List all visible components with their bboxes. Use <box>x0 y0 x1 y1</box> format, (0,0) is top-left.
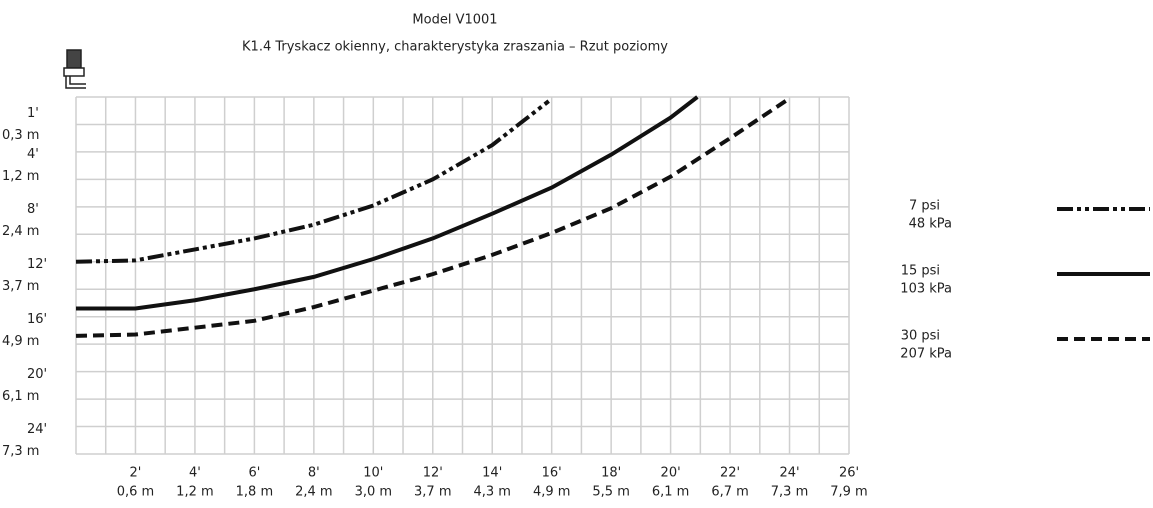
x-tick-metric: 6,1 m <box>652 485 689 500</box>
series-line <box>76 95 699 311</box>
nozzle-icon <box>63 49 86 89</box>
x-tick-metric: 2,4 m <box>295 485 332 500</box>
y-tick-metric: 2,4 m <box>2 224 39 239</box>
legend-metric: 207 kPa <box>900 347 952 362</box>
y-tick-metric: 7,3 m <box>2 444 39 459</box>
x-tick-metric: 1,8 m <box>236 485 273 500</box>
x-tick-label: 14' <box>482 466 502 481</box>
y-tick-metric: 0,3 m <box>2 128 39 143</box>
x-tick-label: 18' <box>601 466 621 481</box>
series-line <box>75 96 791 338</box>
y-tick-label: 1' <box>27 106 39 121</box>
x-tick-label: 22' <box>720 466 740 481</box>
y-tick-label: 12' <box>27 257 47 272</box>
legend-label: 30 psi <box>901 329 940 344</box>
x-tick-metric: 7,9 m <box>830 485 867 500</box>
legend-metric: 48 kPa <box>909 217 952 232</box>
x-tick-label: 24' <box>779 466 799 481</box>
x-tick-metric: 7,3 m <box>771 485 808 500</box>
legend-metric: 103 kPa <box>900 282 952 297</box>
y-tick-label: 20' <box>27 367 47 382</box>
chart-subtitle: K1.4 Tryskacz okienny, charakterystyka z… <box>242 40 668 55</box>
x-tick-metric: 0,6 m <box>117 485 154 500</box>
x-tick-label: 8' <box>308 466 320 481</box>
y-tick-label: 4' <box>27 147 39 162</box>
x-tick-label: 2' <box>130 466 142 481</box>
y-tick-metric: 1,2 m <box>2 169 39 184</box>
x-tick-metric: 5,5 m <box>592 485 629 500</box>
y-tick-label: 24' <box>27 422 47 437</box>
x-tick-label: 10' <box>363 466 383 481</box>
series-line <box>75 99 550 264</box>
x-tick-label: 20' <box>661 466 681 481</box>
x-tick-metric: 4,9 m <box>533 485 570 500</box>
x-tick-metric: 3,7 m <box>414 485 451 500</box>
x-tick-label: 16' <box>542 466 562 481</box>
x-tick-metric: 3,0 m <box>355 485 392 500</box>
y-tick-metric: 3,7 m <box>2 279 39 294</box>
y-tick-label: 16' <box>27 312 47 327</box>
x-tick-metric: 1,2 m <box>176 485 213 500</box>
legend-label: 7 psi <box>909 199 940 214</box>
x-tick-metric: 6,7 m <box>711 485 748 500</box>
x-tick-label: 26' <box>839 466 859 481</box>
x-tick-metric: 4,3 m <box>473 485 510 500</box>
y-tick-metric: 6,1 m <box>2 389 39 404</box>
y-tick-metric: 4,9 m <box>2 334 39 349</box>
x-tick-label: 4' <box>189 466 201 481</box>
legend-label: 15 psi <box>901 264 940 279</box>
chart-title: Model V1001 <box>412 13 497 28</box>
x-tick-label: 6' <box>248 466 260 481</box>
x-tick-label: 12' <box>423 466 443 481</box>
y-tick-label: 8' <box>27 202 39 217</box>
